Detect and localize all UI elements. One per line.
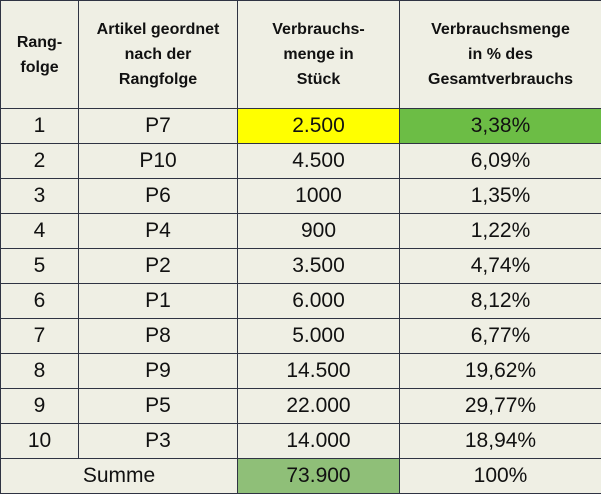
article-cell: P2: [78, 248, 238, 284]
percent-cell: 1,22%: [399, 213, 601, 249]
article-cell: P10: [78, 143, 238, 179]
table-row: 10 P3 14.000 18,94%: [0, 423, 601, 459]
rank-cell: 4: [0, 213, 79, 249]
article-cell: P8: [78, 318, 238, 354]
table-row: 9 P5 22.000 29,77%: [0, 388, 601, 424]
quantity-cell-highlighted: 2.500: [237, 108, 400, 144]
article-cell: P5: [78, 388, 238, 424]
article-cell: P4: [78, 213, 238, 249]
article-cell: P7: [78, 108, 238, 144]
header-rank: Rang- folge: [0, 0, 79, 109]
rank-cell: 10: [0, 423, 79, 459]
rank-cell: 9: [0, 388, 79, 424]
article-cell: P3: [78, 423, 238, 459]
rank-cell: 3: [0, 178, 79, 214]
table-row: 2 P10 4.500 6,09%: [0, 143, 601, 179]
quantity-cell: 900: [237, 213, 400, 249]
rank-cell: 6: [0, 283, 79, 319]
quantity-cell: 3.500: [237, 248, 400, 284]
rank-cell: 5: [0, 248, 79, 284]
percent-cell-highlighted: 3,38%: [399, 108, 601, 144]
total-row: Summe 73.900 100%: [0, 458, 601, 494]
percent-cell: 29,77%: [399, 388, 601, 424]
percent-cell: 4,74%: [399, 248, 601, 284]
rank-cell: 1: [0, 108, 79, 144]
percent-cell: 6,77%: [399, 318, 601, 354]
table-row: 8 P9 14.500 19,62%: [0, 353, 601, 389]
table-row: 5 P2 3.500 4,74%: [0, 248, 601, 284]
table-row: 4 P4 900 1,22%: [0, 213, 601, 249]
table-row: 1 P7 2.500 3,38%: [0, 108, 601, 144]
table-row: 3 P6 1000 1,35%: [0, 178, 601, 214]
percent-cell: 18,94%: [399, 423, 601, 459]
total-percent: 100%: [399, 458, 601, 494]
quantity-cell: 5.000: [237, 318, 400, 354]
header-row: Rang- folge Artikel geordnet nach der Ra…: [0, 0, 601, 109]
header-quantity: Verbrauchs- menge in Stück: [237, 0, 400, 109]
article-cell: P6: [78, 178, 238, 214]
rank-cell: 2: [0, 143, 79, 179]
article-cell: P9: [78, 353, 238, 389]
table-row: 6 P1 6.000 8,12%: [0, 283, 601, 319]
article-cell: P1: [78, 283, 238, 319]
percent-cell: 8,12%: [399, 283, 601, 319]
percent-cell: 1,35%: [399, 178, 601, 214]
quantity-cell: 1000: [237, 178, 400, 214]
quantity-cell: 22.000: [237, 388, 400, 424]
total-label: Summe: [0, 458, 238, 494]
header-article: Artikel geordnet nach der Rangfolge: [78, 0, 238, 109]
percent-cell: 6,09%: [399, 143, 601, 179]
table-row: 7 P8 5.000 6,77%: [0, 318, 601, 354]
quantity-cell: 14.000: [237, 423, 400, 459]
quantity-cell: 6.000: [237, 283, 400, 319]
quantity-cell: 4.500: [237, 143, 400, 179]
percent-cell: 19,62%: [399, 353, 601, 389]
rank-cell: 7: [0, 318, 79, 354]
total-quantity: 73.900: [237, 458, 400, 494]
header-percent: Verbrauchsmenge in % des Gesamtverbrauch…: [399, 0, 601, 109]
quantity-cell: 14.500: [237, 353, 400, 389]
rank-cell: 8: [0, 353, 79, 389]
